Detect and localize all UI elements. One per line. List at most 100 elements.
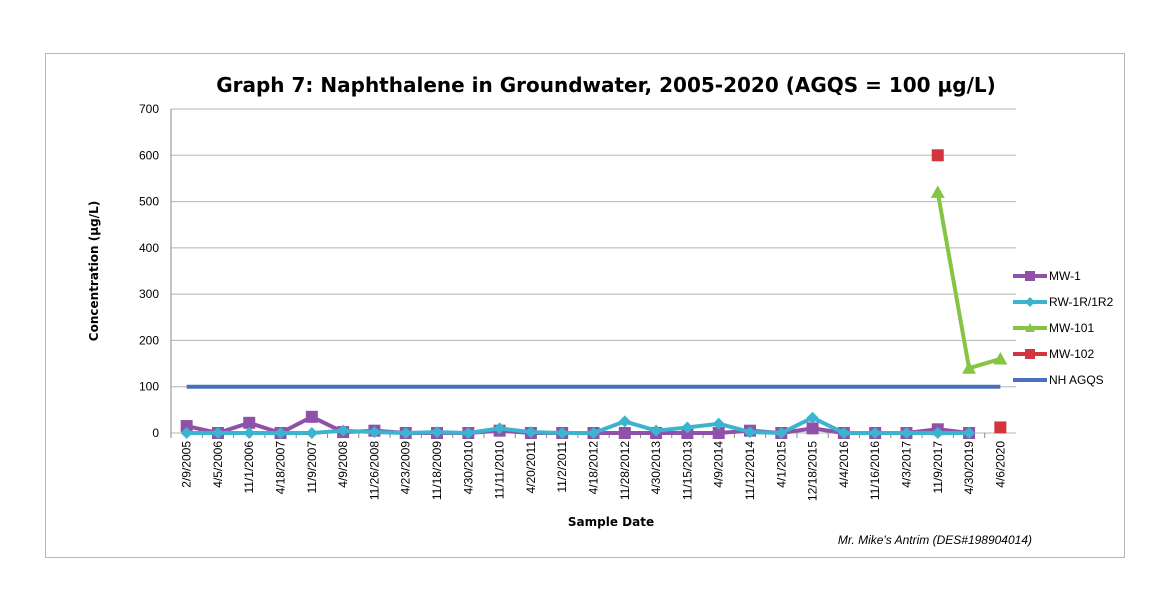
- y-tick-label: 700: [139, 102, 159, 116]
- y-tick-label: 300: [139, 287, 159, 301]
- data-point: [900, 427, 913, 439]
- x-tick-label: 4/18/2012: [587, 441, 601, 495]
- x-tick-label: 11/18/2009: [430, 441, 444, 500]
- y-tick-label: 100: [139, 380, 159, 394]
- y-tick-label: 200: [139, 333, 159, 347]
- data-point: [993, 351, 1008, 365]
- data-point: [618, 415, 631, 428]
- data-point: [274, 427, 287, 439]
- x-tick-label: 4/30/2013: [649, 441, 663, 495]
- data-point: [368, 426, 381, 439]
- x-tick-label: 4/18/2007: [274, 441, 288, 495]
- data-point: [931, 427, 944, 439]
- data-point: [994, 421, 1007, 434]
- x-tick-label: 11/15/2013: [680, 441, 694, 500]
- data-point: [305, 427, 318, 439]
- data-point: [681, 421, 694, 434]
- chart-annotation: Mr. Mike's Antrim (DES#198904014): [838, 533, 1032, 547]
- data-point: [399, 427, 412, 439]
- x-tick-label: 11/9/2017: [931, 441, 945, 494]
- data-point: [524, 426, 537, 439]
- data-point: [837, 427, 850, 439]
- x-tick-label: 11/2/2011: [555, 441, 569, 493]
- x-tick-label: 11/16/2016: [868, 441, 882, 500]
- legend-label: MW-101: [1049, 321, 1094, 335]
- x-tick-label: 4/30/2010: [461, 441, 475, 495]
- x-tick-label: 4/4/2016: [837, 441, 851, 488]
- x-tick-label: 11/11/2010: [493, 441, 507, 500]
- x-tick-label: 4/6/2020: [993, 441, 1007, 488]
- data-point: [243, 427, 256, 439]
- y-tick-label: 600: [139, 148, 159, 162]
- legend-item: MW-1: [1013, 269, 1081, 283]
- x-tick-label: 4/23/2009: [399, 441, 413, 495]
- legend: MW-1 RW-1R/1R2 MW-101 MW-102 NH AGQS: [1013, 269, 1114, 387]
- data-point: [462, 427, 475, 439]
- data-point: [431, 426, 444, 439]
- data-point: [1025, 349, 1035, 359]
- legend-label: NH AGQS: [1049, 373, 1104, 387]
- data-point: [963, 427, 976, 439]
- data-point: [743, 426, 756, 439]
- data-point: [650, 424, 663, 437]
- x-tick-label: 4/9/2014: [712, 441, 726, 488]
- series-mw-102: [931, 149, 1007, 434]
- y-tick-label: 400: [139, 241, 159, 255]
- data-point: [556, 427, 569, 439]
- legend-item: MW-102: [1013, 347, 1094, 361]
- data-point: [806, 411, 819, 424]
- x-tick-label: 11/1/2006: [242, 441, 256, 494]
- x-tick-label: 4/9/2008: [336, 441, 350, 488]
- x-tick-label: 2/9/2005: [180, 441, 194, 488]
- series-line: [935, 191, 1001, 371]
- line-chart: Graph 7: Naphthalene in Groundwater, 200…: [87, 73, 1114, 547]
- legend-item: NH AGQS: [1013, 373, 1104, 387]
- legend-label: MW-102: [1049, 347, 1094, 361]
- legend-label: MW-1: [1049, 269, 1081, 283]
- y-tick-label: 0: [152, 426, 159, 440]
- data-point: [243, 416, 256, 429]
- data-point: [806, 422, 819, 435]
- x-tick-label: 11/12/2014: [743, 441, 757, 500]
- chart-frame: Graph 7: Naphthalene in Groundwater, 200…: [45, 53, 1125, 558]
- x-tick-label: 11/28/2012: [618, 441, 632, 500]
- data-point: [180, 427, 193, 439]
- data-point: [1025, 297, 1035, 307]
- x-tick-label: 4/20/2011: [524, 441, 538, 494]
- data-point: [180, 420, 193, 433]
- data-point: [930, 185, 945, 198]
- legend-item: MW-101: [1013, 321, 1094, 335]
- series-group: [180, 149, 1008, 439]
- chart-title: Graph 7: Naphthalene in Groundwater, 200…: [216, 73, 996, 97]
- data-point: [1025, 323, 1035, 332]
- series-mw-101: [930, 185, 1008, 374]
- data-point: [775, 427, 788, 439]
- x-tick-label: 11/9/2007: [305, 441, 319, 494]
- series-rw-1r-1r2: [180, 411, 976, 439]
- gridlines: [170, 108, 1016, 434]
- data-point: [337, 424, 350, 437]
- legend-item: RW-1R/1R2: [1013, 295, 1114, 309]
- data-point: [1025, 271, 1035, 281]
- x-tick-label: 4/1/2015: [774, 441, 788, 488]
- data-point: [587, 427, 600, 439]
- data-point: [869, 427, 882, 439]
- legend-label: RW-1R/1R2: [1049, 295, 1114, 309]
- data-point: [931, 149, 944, 162]
- x-tick-label: 4/5/2006: [211, 441, 225, 488]
- data-point: [305, 410, 318, 423]
- x-tick-label: 4/3/2017: [899, 441, 913, 488]
- x-tick-label: 12/18/2015: [806, 441, 820, 501]
- data-point: [618, 427, 631, 439]
- y-tick-label: 500: [139, 195, 159, 209]
- series-line: [186, 414, 970, 435]
- data-point: [962, 361, 977, 374]
- y-axis-label: Concentration (µg/L): [87, 201, 101, 341]
- x-axis-label: Sample Date: [568, 515, 654, 529]
- data-point: [712, 427, 725, 439]
- x-tick-labels: 2/9/2005 4/5/2006 11/1/2006 4/18/2007 11/9/2…: [170, 433, 1007, 501]
- data-point: [211, 427, 224, 439]
- y-tick-labels: 0 100 200 300 400 500 600 700: [139, 102, 159, 440]
- data-point: [493, 422, 506, 435]
- x-tick-label: 11/26/2008: [367, 441, 381, 500]
